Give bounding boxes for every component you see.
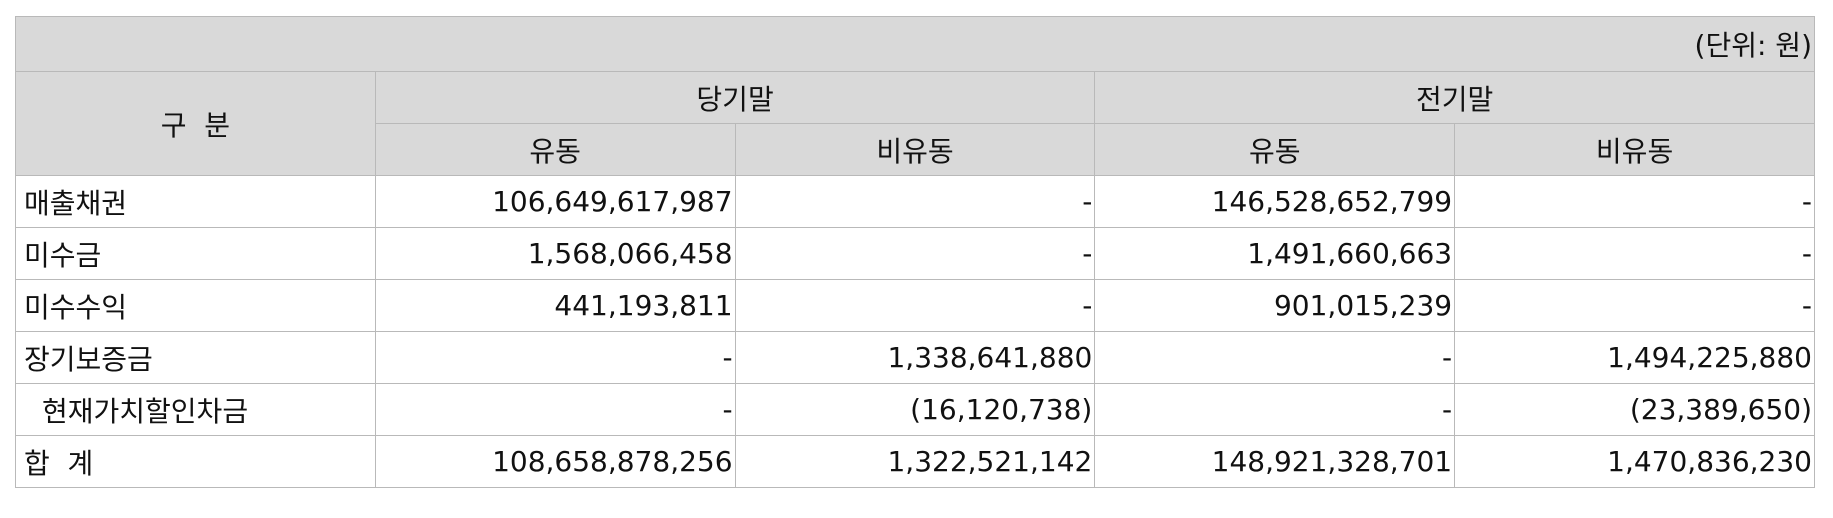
header-row-1: 구 분 당기말 전기말	[15, 71, 1815, 176]
table-row: 장기보증금 - 1,338,641,880 - 1,494,225,880	[15, 331, 1815, 384]
row-label: 합 계	[15, 435, 376, 488]
unit-row: (단위: 원)	[15, 16, 1815, 72]
header-prior-current: 유동	[1094, 123, 1456, 176]
cell-value: -	[1094, 331, 1456, 384]
cell-value: 108,658,878,256	[374, 435, 736, 488]
cell-value: -	[734, 175, 1096, 228]
cell-value: -	[734, 227, 1096, 280]
row-label: 장기보증금	[15, 331, 376, 384]
unit-label: (단위: 원)	[15, 16, 1815, 72]
table-row: 미수금 1,568,066,458 - 1,491,660,663 -	[15, 227, 1815, 280]
header-current-current: 유동	[374, 123, 736, 176]
cell-value: -	[1094, 383, 1456, 436]
row-label: 미수수익	[15, 279, 376, 332]
cell-value: 1,338,641,880	[734, 331, 1096, 384]
row-label: 매출채권	[15, 175, 376, 228]
table-row: 현재가치할인차금 - (16,120,738) - (23,389,650)	[15, 383, 1815, 436]
cell-value: 1,494,225,880	[1454, 331, 1815, 384]
header-current-noncurrent: 비유동	[734, 123, 1096, 176]
cell-value: 1,322,521,142	[734, 435, 1096, 488]
cell-value: -	[1454, 175, 1815, 228]
cell-value: 901,015,239	[1094, 279, 1456, 332]
cell-value: 1,470,836,230	[1454, 435, 1815, 488]
cell-value: -	[1454, 279, 1815, 332]
header-row-2: 유동 비유동 유동 비유동	[16, 123, 1815, 176]
cell-value: -	[734, 279, 1096, 332]
header-prior-noncurrent: 비유동	[1454, 123, 1815, 176]
table-row: 매출채권 106,649,617,987 - 146,528,652,799 -	[15, 175, 1815, 228]
cell-value: (23,389,650)	[1454, 383, 1815, 436]
header-current-period: 당기말	[374, 71, 1096, 124]
cell-value: -	[1454, 227, 1815, 280]
row-label: 현재가치할인차금	[15, 383, 376, 436]
cell-value: -	[374, 383, 736, 436]
table-row: 미수수익 441,193,811 - 901,015,239 -	[15, 279, 1815, 332]
cell-value: 146,528,652,799	[1094, 175, 1456, 228]
cell-value: 1,491,660,663	[1094, 227, 1456, 280]
cell-value: 441,193,811	[374, 279, 736, 332]
cell-value: 148,921,328,701	[1094, 435, 1456, 488]
cell-value: -	[374, 331, 736, 384]
cell-value: (16,120,738)	[734, 383, 1096, 436]
header-prior-period: 전기말	[1094, 71, 1815, 124]
cell-value: 106,649,617,987	[374, 175, 736, 228]
receivables-table: (단위: 원) 구 분 당기말 전기말 유동 비유동 유동 비유동 매출채권 1…	[15, 16, 1815, 488]
cell-value: 1,568,066,458	[374, 227, 736, 280]
header-category: 구 분	[15, 71, 376, 176]
row-label: 미수금	[15, 227, 376, 280]
total-row: 합 계 108,658,878,256 1,322,521,142 148,92…	[15, 435, 1815, 488]
